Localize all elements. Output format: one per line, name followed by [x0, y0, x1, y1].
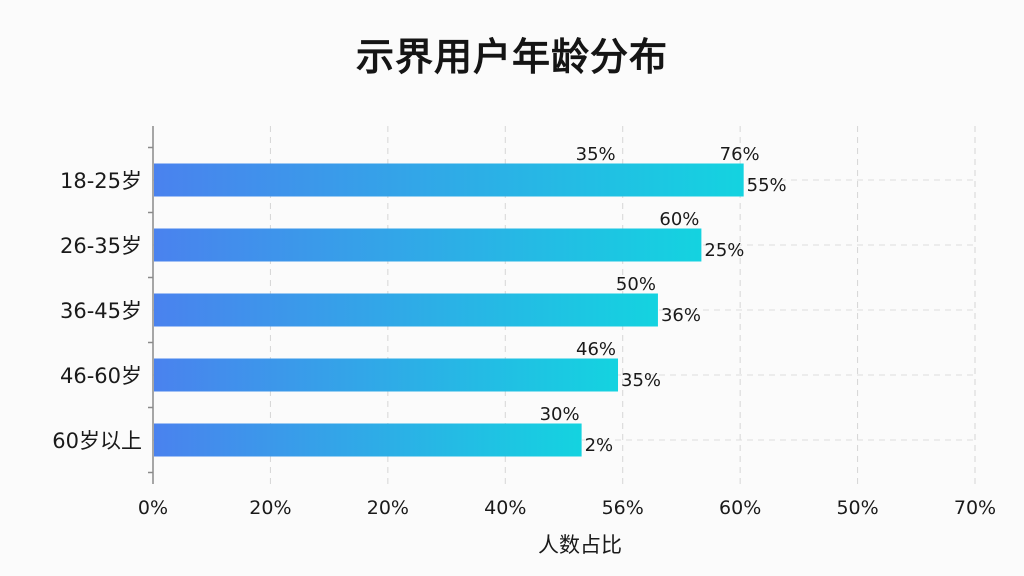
- data-label-lower: 25%: [704, 240, 744, 261]
- bar: [154, 358, 619, 392]
- x-tick-label: 56%: [602, 497, 644, 519]
- x-tick-label: 40%: [484, 497, 526, 519]
- x-tick-label: 70%: [954, 497, 996, 519]
- data-label-upper: 60%: [659, 209, 699, 230]
- bar: [154, 163, 744, 197]
- data-label-lower: 2%: [585, 435, 614, 456]
- x-axis-title: 人数占比: [538, 533, 622, 557]
- data-label-lower: 35%: [621, 370, 661, 391]
- x-tick-label: 20%: [249, 497, 291, 519]
- x-tick-label: 60%: [719, 497, 761, 519]
- x-tick-label: 20%: [367, 497, 409, 519]
- category-label: 36-45岁: [60, 299, 142, 323]
- data-label-upper: 35%: [576, 144, 616, 165]
- bar: [154, 293, 658, 327]
- y-axis: [148, 126, 154, 484]
- x-tick-label: 0%: [138, 497, 168, 519]
- x-tick-label: 50%: [836, 497, 878, 519]
- category-label: 60岁以上: [52, 429, 142, 453]
- bars: [154, 163, 744, 457]
- data-label-upper: 50%: [616, 274, 656, 295]
- bar: [154, 423, 582, 457]
- category-label: 46-60岁: [60, 364, 142, 388]
- category-label: 26-35岁: [60, 234, 142, 258]
- data-label-lower: 55%: [747, 175, 787, 196]
- category-label: 18-25岁: [60, 169, 142, 193]
- data-label-upper: 46%: [576, 339, 616, 360]
- bar: [154, 228, 702, 262]
- chart-title: 示界用户年龄分布: [355, 35, 668, 79]
- labels: 0% 20% 20% 40% 56% 60% 50% 70% 18-25岁 55% 35% 76% 26…: [52, 144, 996, 519]
- data-label-upper: 76%: [720, 144, 760, 165]
- data-label-lower: 36%: [661, 305, 701, 326]
- data-label-upper: 30%: [540, 404, 580, 425]
